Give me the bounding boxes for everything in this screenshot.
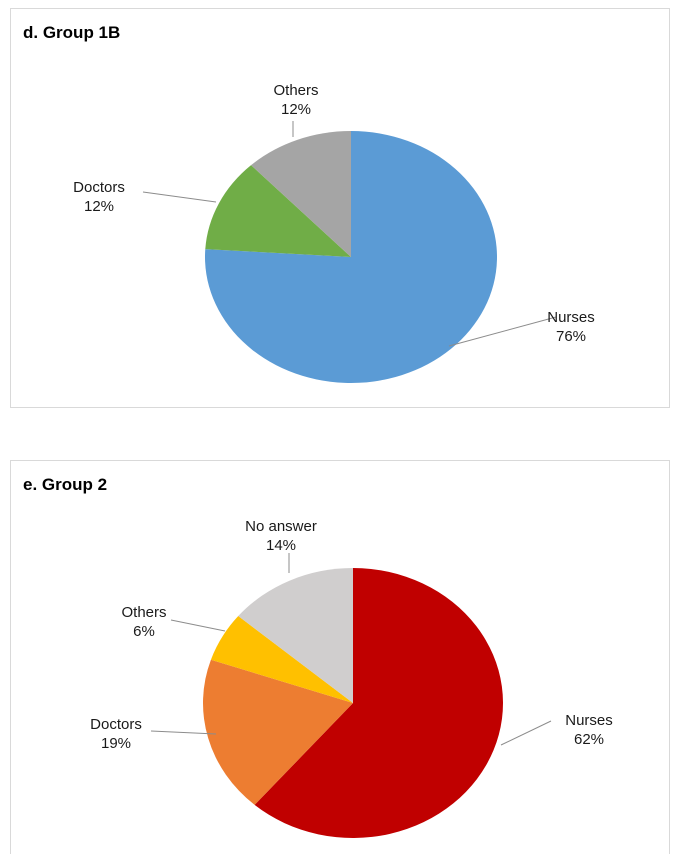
slice-label: Others xyxy=(273,82,318,99)
pie-slice-doctors xyxy=(205,165,351,257)
leader-line xyxy=(142,191,217,203)
pie-slice-doctors xyxy=(202,659,353,805)
slice-value-label: 6% xyxy=(133,623,155,640)
pie-slice-others xyxy=(210,616,353,703)
pie-slice-others xyxy=(251,131,351,257)
slice-label: Doctors xyxy=(90,716,142,733)
pie-slice-no-answer xyxy=(238,568,353,703)
leader-line xyxy=(150,730,217,735)
slice-label: No answer xyxy=(245,518,317,535)
chart-panel-group-2: e. Group 2 Nurses 62% Doctors 19% Others 6% No… xyxy=(10,460,670,854)
slice-label: Doctors xyxy=(73,179,125,196)
slice-label: Nurses xyxy=(565,712,613,729)
slice-value-label: 14% xyxy=(266,537,296,554)
leader-line xyxy=(500,720,552,746)
pie-chart-group-1b: Nurses 76% Doctors 12% Others 12% xyxy=(73,82,595,383)
chart-title: e. Group 2 xyxy=(23,475,108,494)
slice-label: Others xyxy=(121,604,166,621)
slice-value-label: 12% xyxy=(84,198,114,215)
slice-value-label: 19% xyxy=(101,735,131,752)
leader-line xyxy=(448,316,557,347)
slice-value-label: 76% xyxy=(556,328,586,345)
chart-title: d. Group 1B xyxy=(23,23,121,42)
slice-value-label: 62% xyxy=(574,731,604,748)
slice-label: Nurses xyxy=(547,309,595,326)
slice-value-label: 12% xyxy=(281,101,311,118)
chart-panel-group-1b: d. Group 1B Nurses 76% Doctors 12% Others 12% xyxy=(10,8,670,408)
pie-slice-nurses xyxy=(254,568,503,838)
pie-chart-group-2: Nurses 62% Doctors 19% Others 6% No answer 14% xyxy=(90,518,613,838)
leader-line xyxy=(170,619,226,632)
